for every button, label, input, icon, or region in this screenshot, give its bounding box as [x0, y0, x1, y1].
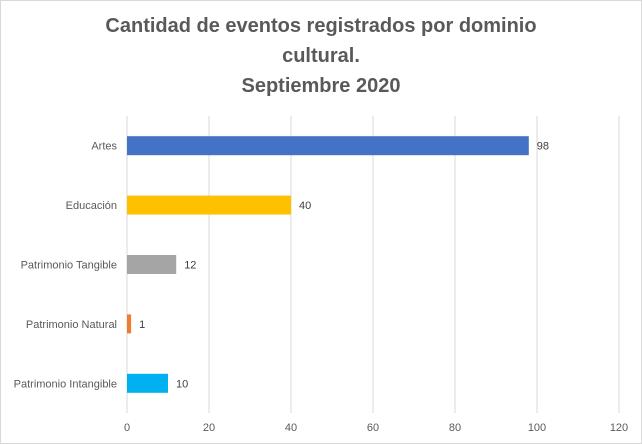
bar-artes [127, 136, 529, 156]
category-label: Artes [91, 141, 117, 153]
bar-patrimonio-natural [127, 314, 132, 334]
data-label: 10 [176, 378, 188, 390]
data-label: 40 [299, 200, 311, 212]
category-label: Patrimonio Intangible [14, 378, 117, 390]
data-label: 1 [139, 319, 145, 331]
x-tick-label: 80 [449, 422, 461, 434]
data-label: 98 [537, 141, 549, 153]
data-label: 12 [184, 260, 196, 272]
bar-educaci-n [127, 195, 291, 215]
chart-title: Cantidad de eventos registrados por domi… [1, 11, 641, 101]
bar-patrimonio-tangible [127, 255, 177, 274]
category-label: Educación [66, 200, 117, 212]
x-tick-label: 20 [203, 422, 215, 434]
x-tick-label: 0 [124, 422, 130, 434]
x-tick-label: 40 [285, 422, 297, 434]
category-label: Patrimonio Natural [26, 319, 117, 331]
x-tick-label: 60 [367, 422, 379, 434]
chart-title-line-2: cultural. [282, 45, 360, 67]
x-tick-label: 120 [610, 422, 628, 434]
chart-title-line-3: Septiembre 2020 [241, 75, 401, 97]
category-label: Patrimonio Tangible [21, 260, 117, 272]
x-tick-label: 100 [528, 422, 546, 434]
bar-patrimonio-intangible [127, 373, 168, 393]
chart-title-line-1: Cantidad de eventos registrados por domi… [105, 15, 537, 37]
